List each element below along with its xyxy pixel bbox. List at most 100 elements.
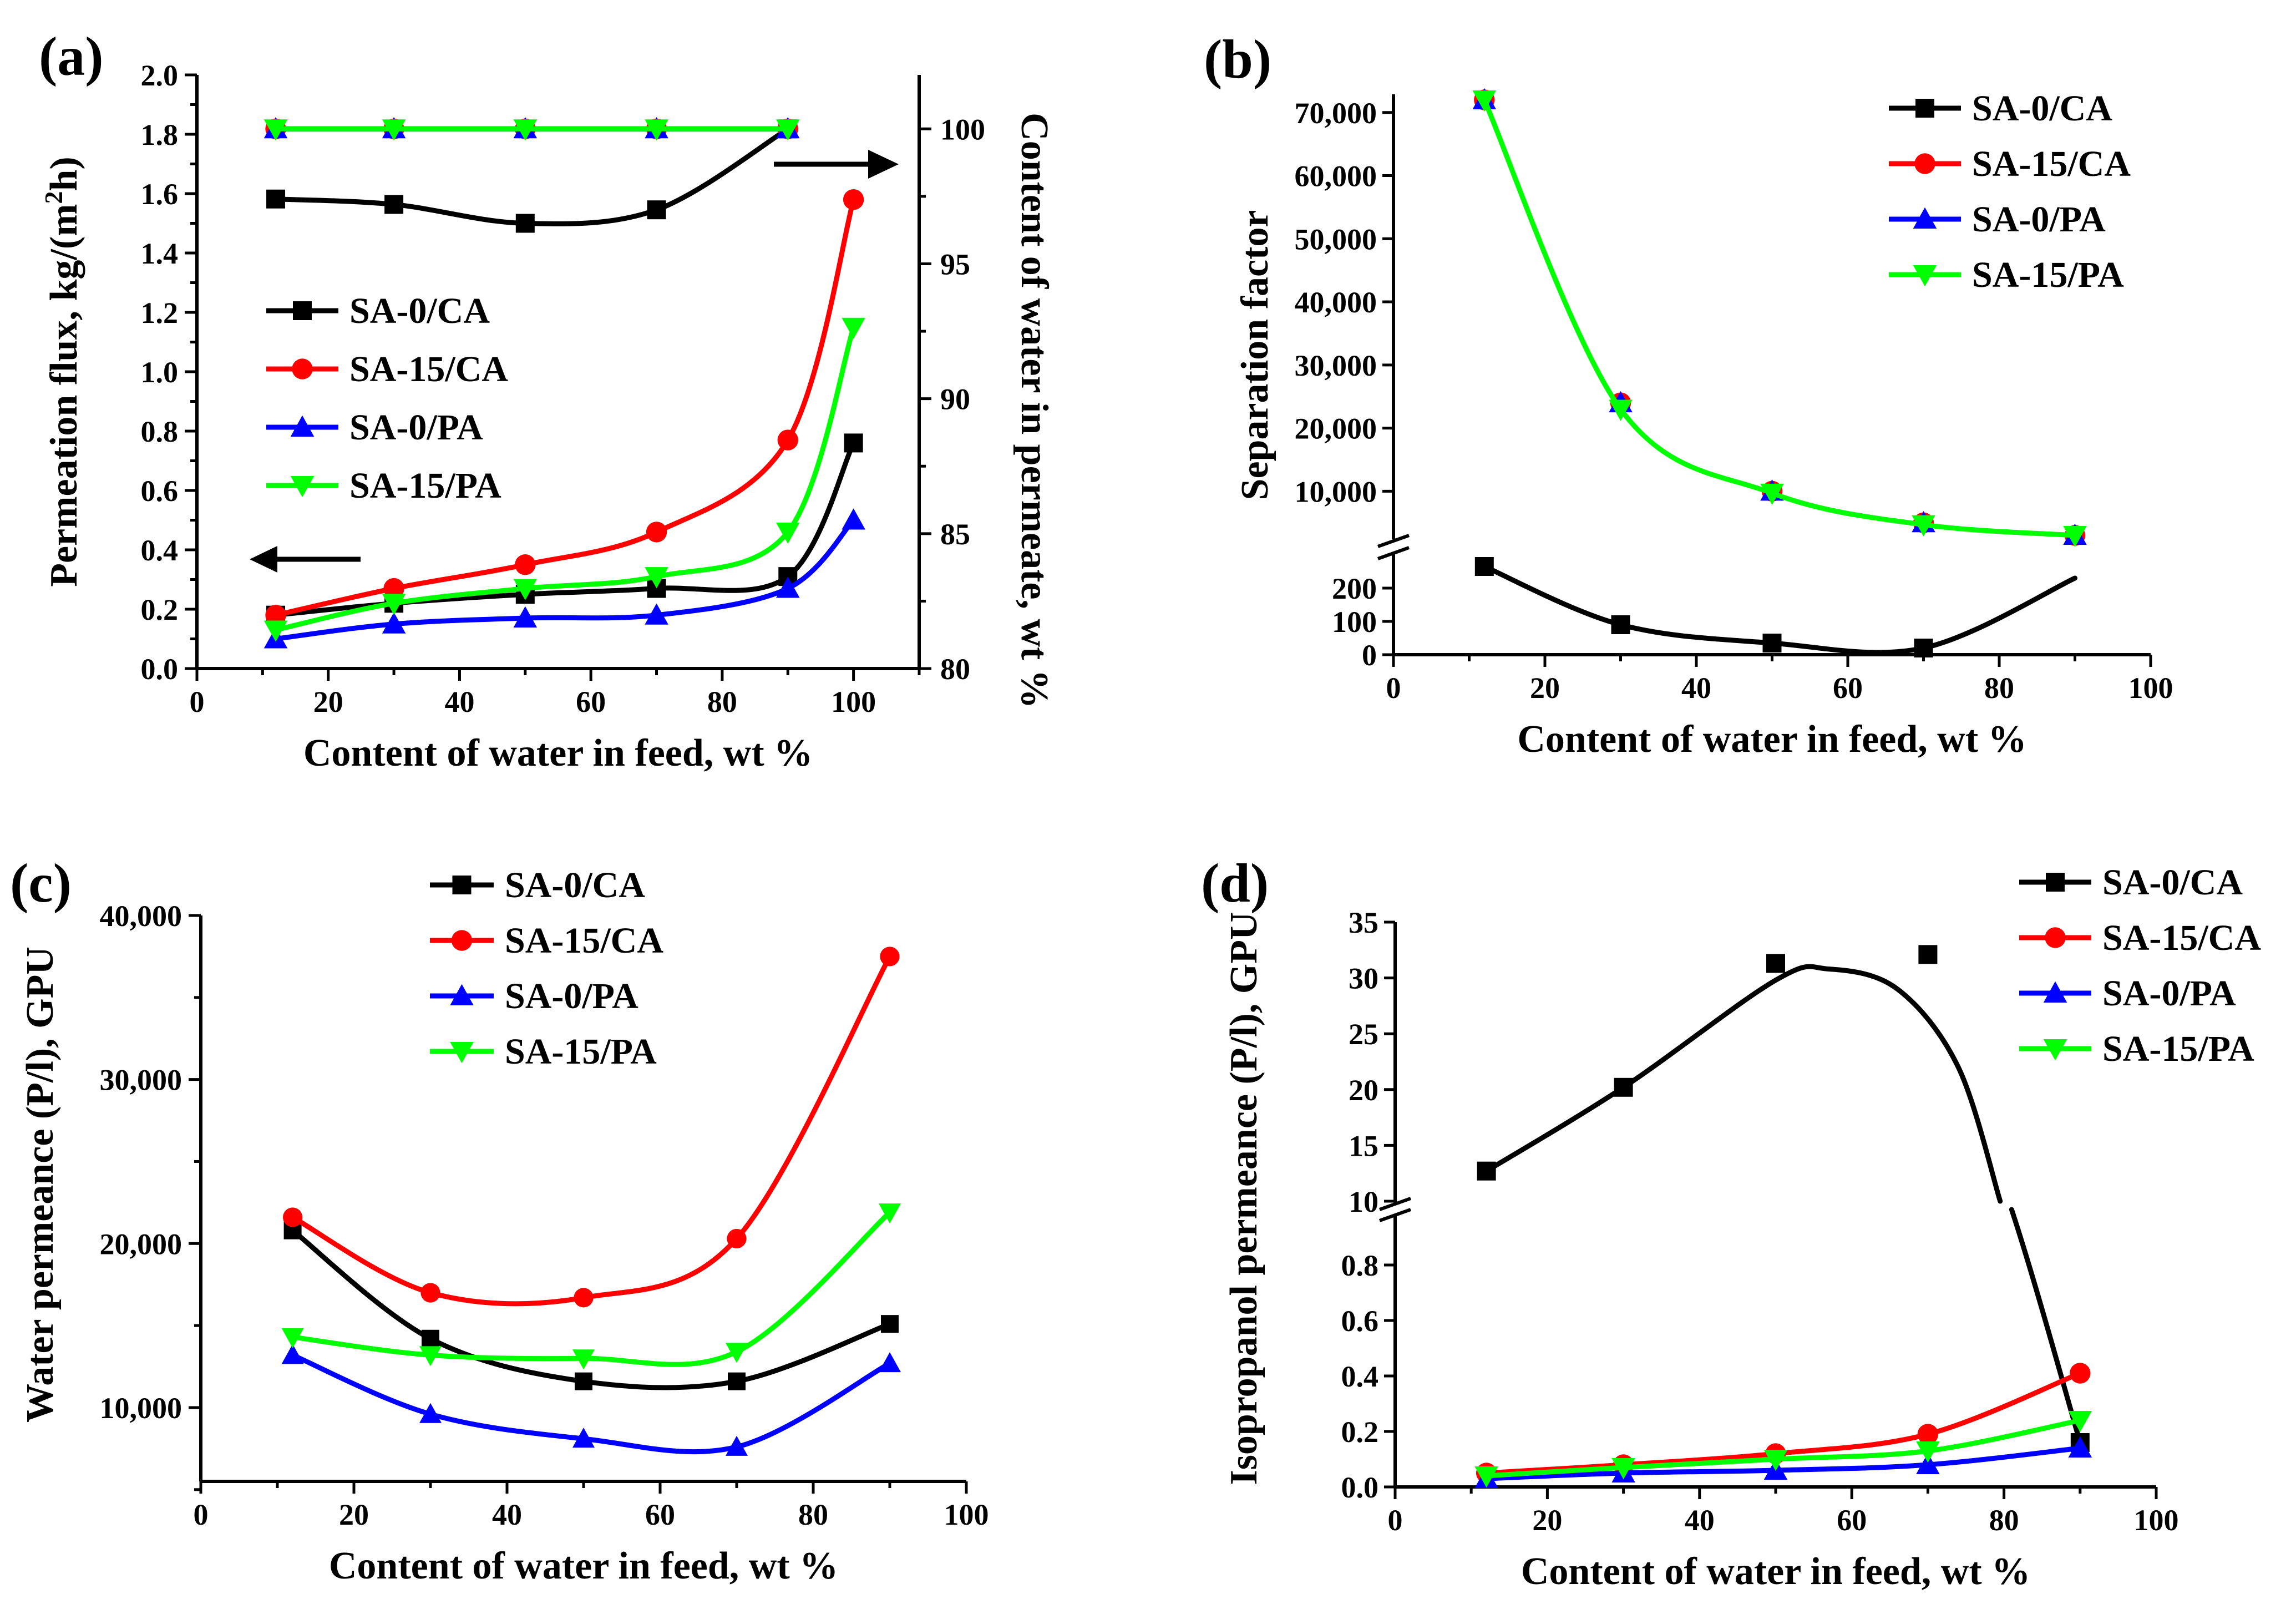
data-point [842,508,865,530]
fit-line [2009,1207,2083,1445]
y-tick-label: 200 [1332,572,1377,605]
data-point [263,119,288,141]
panel-b: (b) 0 20 40 60 80 100 Content of water in feed,… [1204,28,2173,761]
y-tick-label: 100 [1332,605,1377,639]
series-sa-15-pa-left [263,317,865,642]
y-tick-label: 0.2 [141,593,179,626]
data-point [1611,615,1630,634]
y-tick-label: 25 [1349,1018,1378,1051]
data-point [645,567,668,589]
data-point [645,603,668,625]
legend-marker [2043,981,2067,1003]
x-tick-label: 60 [1837,1504,1867,1537]
legend-label: SA-0/PA [505,976,638,1016]
series-sa-15-ca [282,947,900,1308]
legend-item-sa-0-ca: SA-0/CA [1889,88,2112,129]
legend-item-sa-0-pa: SA-0/PA [1889,199,2106,240]
x-tick-label: 0 [194,1498,209,1531]
arrow-left-head [250,546,277,573]
y-tick-label: 0.4 [141,534,179,567]
y-axis-title-part: h) [43,156,85,191]
legend-marker [1913,265,1937,287]
x-tick-label: 100 [2128,671,2173,705]
data-point [384,195,404,214]
legend-item-sa-0-pa: SA-0/PA [266,407,483,448]
series-sa-0-ca [1474,557,2077,657]
y-tick-label: 0.8 [141,415,179,448]
x-tick-label: 20 [1532,1504,1562,1537]
x-tick-label: 20 [313,685,343,719]
x-tick-label: 80 [1989,1504,2019,1537]
data-point [726,1435,748,1456]
y-tick-label: 0.6 [1341,1304,1379,1338]
legend-item-sa-15-pa: SA-15/PA [430,1031,657,1072]
y-tick-label: 30 [1349,962,1378,995]
y-axis-title: Water permeance (P/l), GPU [19,947,62,1423]
legend-label: SA-0/CA [2102,862,2243,903]
y-tick-label: 0.0 [1341,1471,1379,1504]
x-tick-label: 80 [1984,671,2014,705]
legend-marker [1913,207,1937,229]
legend-item-sa-15-ca: SA-15/CA [430,920,663,961]
y-tick-label: 70,000 [1295,97,1377,130]
legend-marker [450,984,474,1005]
data-point [282,1207,303,1227]
y-tick-label: 1.4 [141,237,179,270]
legend-label: SA-0/CA [349,291,490,331]
data-point [266,189,286,209]
data-point [880,947,900,967]
data-point [265,605,286,626]
panel-a: (a) 0 20 40 60 80 100 Content of water in feed,… [39,26,1056,775]
data-point [842,317,865,339]
y-tick-label: 20 [1349,1074,1378,1107]
legend-marker [1914,153,1935,174]
y-tick-label: 30,000 [1295,349,1377,382]
data-point [843,189,864,210]
data-point [1914,639,1933,657]
y-tick-label: 2.0 [141,59,179,92]
legend-marker [451,930,473,951]
data-point [776,522,800,544]
data-point [726,1343,748,1363]
legend-label: SA-15/PA [505,1031,657,1072]
axis-break-mark [1377,534,1410,548]
y-tick-label: 40,000 [100,899,183,933]
y-axis-title: Separation factor [1234,210,1276,500]
x-tick-label: 40 [1685,1504,1715,1537]
panel-label: (d) [1201,852,1269,914]
data-point [647,200,666,220]
x-axis-title: Content of water in feed, wt % [303,732,813,775]
x-tick-label: 40 [444,685,474,719]
data-point [1916,1441,1940,1463]
legend-item-sa-15-ca: SA-15/CA [1889,144,2131,184]
legend-label: SA-15/CA [2102,918,2261,958]
x-tick-label: 60 [1833,671,1863,705]
y-tick-label: 10 [1349,1185,1378,1218]
data-point [419,1346,442,1367]
axis-break-mark [1378,1208,1412,1222]
data-point [1614,1077,1633,1097]
x-tick-label: 80 [707,685,737,719]
y-tick-label: 50,000 [1295,222,1377,256]
legend-marker [2046,873,2065,892]
fit-line [273,126,790,226]
panel-d: (d) 0 20 40 60 80 100 Content of water in feed,… [1201,852,2261,1593]
legend-marker [292,358,313,380]
data-point [1912,515,1935,537]
legend-label: SA-0/PA [2102,973,2236,1014]
y2-tick-label: 85 [940,518,970,551]
legend-label: SA-0/PA [1972,199,2106,240]
data-point [879,1352,901,1373]
x-tick-label: 0 [1388,1504,1403,1537]
x-tick-label: 80 [798,1498,828,1531]
data-point [1916,1453,1940,1474]
data-point [420,1283,440,1303]
y-tick-label: 60,000 [1295,160,1377,193]
data-point [513,119,538,141]
axis-break-mark [1378,1197,1412,1211]
legend-marker [2045,927,2066,948]
y-tick-label: 10,000 [1295,475,1377,508]
legend-item-sa-15-ca: SA-15/CA [2019,918,2261,958]
y2-tick-label: 95 [940,247,970,281]
data-point [572,1428,595,1448]
